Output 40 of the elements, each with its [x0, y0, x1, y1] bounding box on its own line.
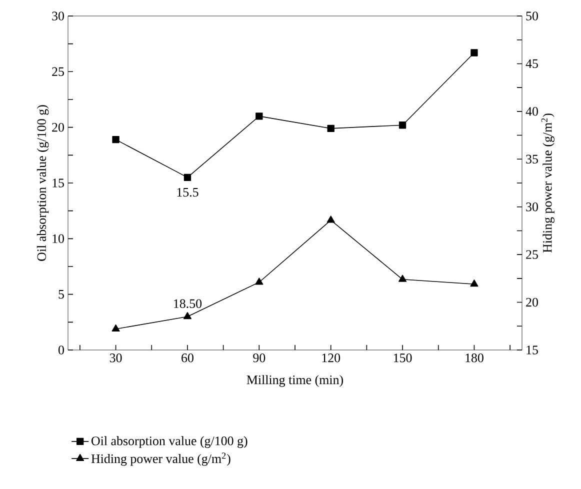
point [255, 278, 264, 285]
point [398, 122, 406, 129]
y2-tick-label: 25 [526, 250, 538, 259]
legend-label: Hiding power value (g/m$^{2}$) [91, 452, 230, 466]
point [112, 136, 120, 144]
x-tick-label: 90 [253, 354, 266, 362]
y2-axis-title: Hiding power value (g/m$^{2}$) [541, 114, 554, 253]
point [470, 280, 478, 287]
data-label: 15.5 [177, 188, 198, 197]
x-tick-label: 150 [394, 354, 412, 362]
y-tick-label: 15 [52, 178, 64, 188]
point [256, 112, 263, 120]
y2-tick-label: 30 [526, 202, 538, 212]
x-axis-title: Milling time (min) [246, 375, 344, 387]
y2-tick-label: 40 [526, 107, 538, 116]
y-axis-title: Oil absorption value (g/100 g) [36, 105, 49, 261]
point [398, 274, 407, 282]
point [327, 124, 334, 132]
point [183, 312, 192, 320]
point [184, 174, 192, 182]
legend-label: Oil absorption value (g/100 g) [92, 436, 248, 448]
x-tick-label: 60 [182, 354, 194, 362]
x-tick-label: 180 [466, 354, 484, 362]
y-tick-label: 25 [52, 67, 64, 76]
y2-tick-label: 20 [526, 298, 538, 307]
x-tick-label: 120 [322, 354, 340, 362]
x-tick-label: 30 [110, 354, 122, 362]
y2-tick-label: 50 [526, 12, 538, 20]
y-tick-label: 30 [52, 12, 64, 20]
y-tick-label: 0 [58, 346, 64, 354]
y2-tick-label: 15 [526, 346, 538, 354]
y-tick-label: 20 [52, 122, 64, 132]
point [326, 216, 335, 223]
y-tick-label: 10 [52, 234, 64, 244]
data-label: 18.50 [174, 299, 202, 308]
point [470, 49, 478, 56]
point [112, 324, 120, 332]
y2-tick-label: 35 [526, 154, 538, 164]
y-tick-label: 5 [58, 290, 64, 299]
y2-tick-label: 45 [526, 59, 538, 68]
